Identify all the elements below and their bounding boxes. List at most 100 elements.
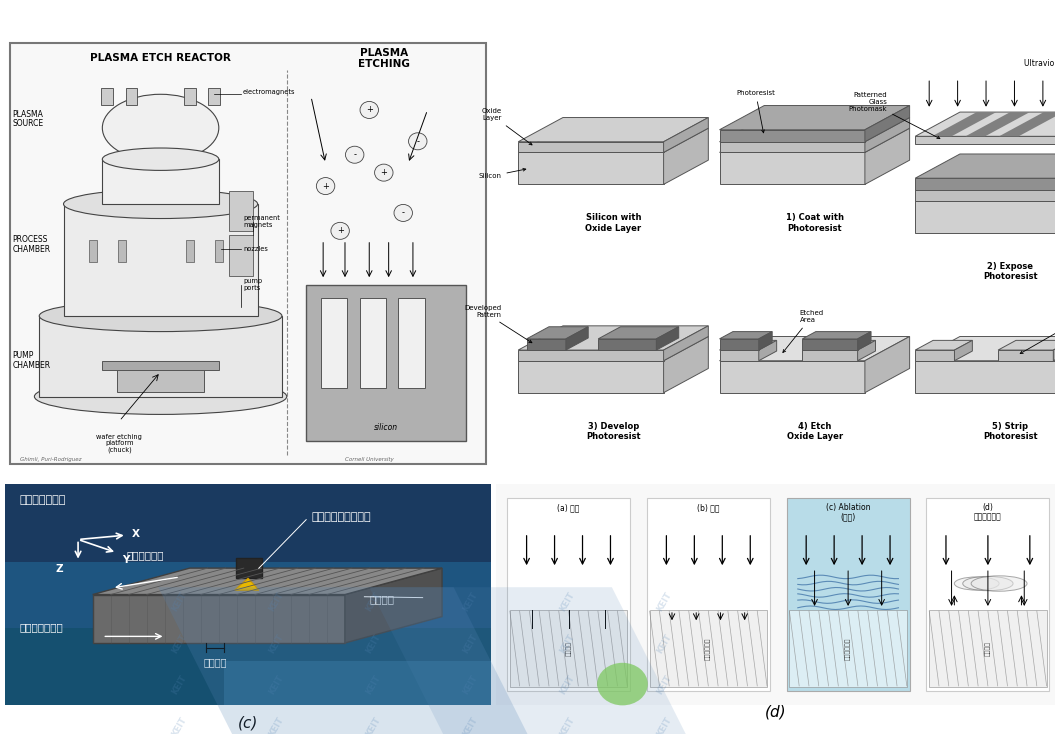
- Text: 溝ピッチ: 溝ピッチ: [204, 658, 227, 667]
- Text: KEIT: KEIT: [364, 632, 383, 655]
- Polygon shape: [720, 128, 909, 153]
- Text: (b): (b): [765, 495, 786, 509]
- Text: X: X: [132, 529, 139, 539]
- Text: KEIT: KEIT: [364, 591, 383, 613]
- Text: Silicon: Silicon: [478, 168, 525, 179]
- FancyBboxPatch shape: [117, 370, 205, 392]
- Ellipse shape: [375, 164, 394, 181]
- Polygon shape: [916, 166, 1055, 190]
- Text: -: -: [417, 137, 419, 146]
- Text: (c): (c): [237, 716, 258, 730]
- Polygon shape: [999, 112, 1055, 137]
- Polygon shape: [664, 336, 708, 393]
- Polygon shape: [916, 336, 1055, 360]
- Text: ロボナノ座標系: ロボナノ座標系: [20, 495, 66, 505]
- Text: KEIT: KEIT: [461, 632, 480, 655]
- FancyBboxPatch shape: [929, 610, 1047, 687]
- FancyBboxPatch shape: [306, 285, 466, 441]
- Text: ピッチ送り方向: ピッチ送り方向: [20, 622, 63, 633]
- Text: nozzles: nozzles: [243, 246, 268, 252]
- Text: +: +: [337, 226, 344, 236]
- Polygon shape: [803, 339, 858, 350]
- FancyBboxPatch shape: [787, 498, 909, 691]
- Text: (b) 융융: (b) 융융: [697, 504, 720, 512]
- Text: 加工材料: 加工材料: [369, 594, 395, 604]
- Polygon shape: [955, 341, 973, 360]
- Polygon shape: [1053, 341, 1055, 360]
- Text: PROCESS
CHAMBER: PROCESS CHAMBER: [13, 235, 51, 254]
- FancyBboxPatch shape: [650, 610, 767, 687]
- FancyBboxPatch shape: [647, 498, 770, 691]
- Text: -: -: [402, 208, 405, 217]
- Text: +: +: [381, 168, 387, 177]
- Text: PLASMA
SOURCE: PLASMA SOURCE: [13, 109, 43, 128]
- Text: wafer etching
platform
(chuck): wafer etching platform (chuck): [96, 434, 142, 454]
- FancyBboxPatch shape: [789, 610, 907, 687]
- Text: Photoresist: Photoresist: [736, 90, 775, 133]
- Text: KEIT: KEIT: [364, 716, 383, 734]
- Polygon shape: [916, 360, 1055, 393]
- Text: KEIT: KEIT: [267, 591, 286, 613]
- FancyBboxPatch shape: [186, 240, 193, 262]
- Polygon shape: [720, 332, 772, 339]
- Text: KEIT: KEIT: [364, 674, 383, 697]
- Polygon shape: [598, 327, 678, 339]
- Polygon shape: [916, 190, 1055, 201]
- Text: (c) Ablation
(융발): (c) Ablation (융발): [826, 504, 870, 522]
- Text: PLASMA ETCH REACTOR: PLASMA ETCH REACTOR: [90, 54, 231, 63]
- Ellipse shape: [963, 576, 1013, 591]
- Text: KEIT: KEIT: [558, 674, 577, 697]
- Text: KEIT: KEIT: [558, 716, 577, 734]
- Polygon shape: [518, 336, 708, 360]
- Ellipse shape: [39, 300, 282, 332]
- Polygon shape: [998, 350, 1053, 360]
- Polygon shape: [234, 578, 258, 590]
- FancyBboxPatch shape: [235, 559, 263, 578]
- Polygon shape: [932, 112, 996, 137]
- Polygon shape: [916, 154, 1055, 178]
- Text: KEIT: KEIT: [267, 674, 286, 697]
- Polygon shape: [865, 128, 909, 184]
- Polygon shape: [720, 341, 776, 350]
- Text: pump
ports: pump ports: [243, 278, 263, 291]
- Text: 레이저빔: 레이저빔: [565, 641, 572, 656]
- Polygon shape: [720, 339, 759, 350]
- Polygon shape: [916, 341, 973, 350]
- Text: KEIT: KEIT: [558, 591, 577, 613]
- Text: KEIT: KEIT: [461, 716, 480, 734]
- Ellipse shape: [394, 205, 413, 222]
- Text: KEIT: KEIT: [461, 591, 480, 613]
- Polygon shape: [865, 117, 909, 153]
- FancyBboxPatch shape: [126, 87, 137, 106]
- Polygon shape: [158, 587, 528, 734]
- Polygon shape: [916, 201, 1055, 233]
- Polygon shape: [598, 339, 656, 350]
- Polygon shape: [93, 568, 442, 595]
- Polygon shape: [916, 178, 1055, 190]
- FancyBboxPatch shape: [224, 661, 491, 705]
- FancyBboxPatch shape: [360, 298, 386, 388]
- Polygon shape: [526, 327, 589, 339]
- Ellipse shape: [345, 146, 364, 163]
- Polygon shape: [965, 112, 1030, 137]
- Polygon shape: [720, 153, 865, 184]
- Polygon shape: [664, 326, 708, 360]
- Ellipse shape: [63, 189, 257, 219]
- Polygon shape: [865, 336, 909, 393]
- FancyBboxPatch shape: [208, 87, 219, 106]
- FancyBboxPatch shape: [926, 498, 1050, 691]
- Polygon shape: [720, 360, 865, 393]
- Text: (a) 가열: (a) 가열: [557, 504, 580, 512]
- Text: Ghimli, Puri-Rodriguez: Ghimli, Puri-Rodriguez: [20, 457, 81, 462]
- Polygon shape: [916, 137, 1055, 145]
- Ellipse shape: [597, 663, 648, 705]
- Text: Silicon with
Oxide Layer: Silicon with Oxide Layer: [586, 214, 641, 233]
- Text: KEIT: KEIT: [655, 716, 674, 734]
- Text: KEIT: KEIT: [558, 632, 577, 655]
- Polygon shape: [345, 568, 442, 643]
- Text: Cornell University: Cornell University: [345, 457, 394, 462]
- Polygon shape: [526, 339, 565, 350]
- Text: PUMP
CHAMBER: PUMP CHAMBER: [13, 352, 51, 370]
- FancyBboxPatch shape: [102, 159, 218, 204]
- Ellipse shape: [331, 222, 349, 239]
